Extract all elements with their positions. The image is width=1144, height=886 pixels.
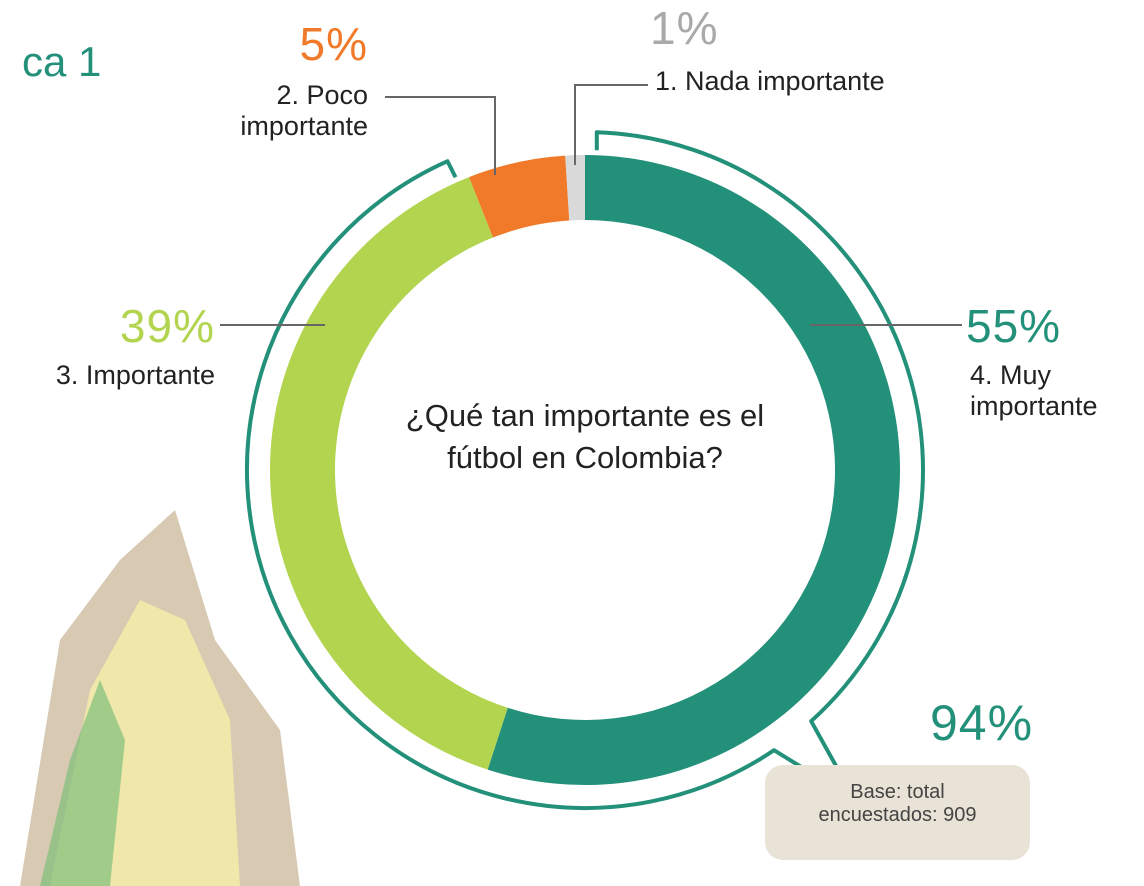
total-annotation: 94% bbox=[930, 695, 1034, 751]
value-label: 1% bbox=[650, 2, 719, 54]
donut-slice bbox=[270, 177, 508, 770]
value-label: 55% bbox=[966, 300, 1062, 352]
base-note: Base: total encuestados: 909 bbox=[765, 765, 1030, 860]
category-label: 2. Poco importante bbox=[240, 80, 368, 142]
donut-slice bbox=[565, 155, 585, 221]
illustration bbox=[20, 510, 300, 886]
category-label: 3. Importante bbox=[55, 360, 215, 390]
donut-slice bbox=[469, 155, 570, 238]
chart-title: ca 1 bbox=[22, 38, 102, 85]
illustration-shape bbox=[40, 680, 125, 886]
bracket bbox=[245, 130, 925, 810]
value-label: 39% bbox=[119, 300, 215, 352]
category-label: 1. Nada importante bbox=[655, 66, 885, 96]
value-label: 5% bbox=[299, 18, 368, 70]
leader-line bbox=[574, 84, 648, 165]
donut-slice bbox=[487, 155, 900, 786]
category-label: 4. Muy importante bbox=[970, 360, 1098, 422]
center-text: ¿Qué tan importante es el fútbol en Colo… bbox=[405, 398, 765, 475]
leader-line bbox=[385, 96, 496, 175]
